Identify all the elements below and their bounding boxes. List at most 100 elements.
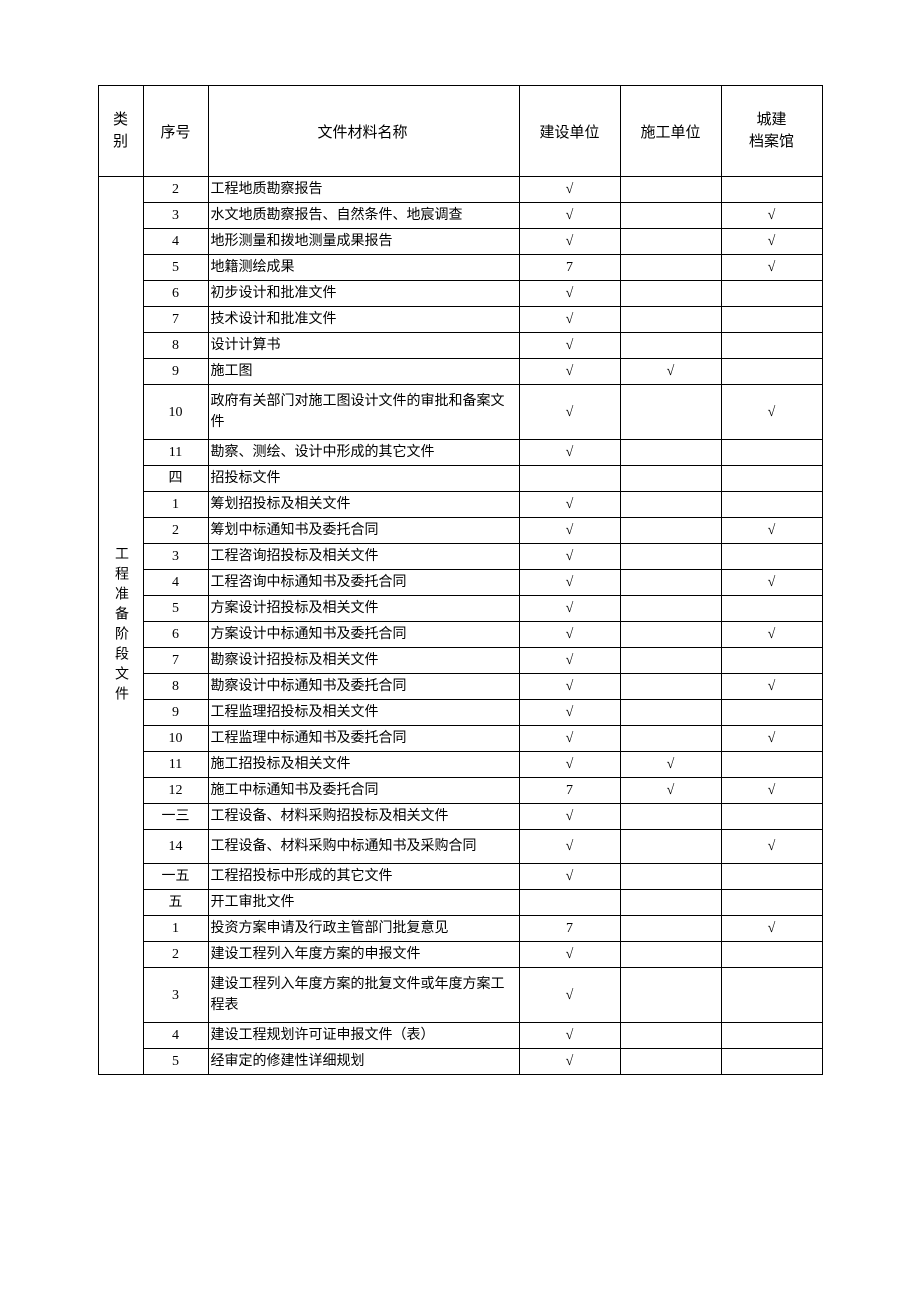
check-cell bbox=[620, 333, 721, 359]
check-cell: √ bbox=[519, 229, 620, 255]
check-cell: √ bbox=[721, 518, 822, 544]
seq-cell: 6 bbox=[143, 281, 208, 307]
check-cell bbox=[721, 942, 822, 968]
check-cell: √ bbox=[519, 968, 620, 1023]
document-table: 类别 序号 文件材料名称 建设单位 施工单位 城建档案馆 工程准备阶段文件2工程… bbox=[98, 85, 823, 1075]
check-cell: √ bbox=[519, 648, 620, 674]
check-cell: √ bbox=[519, 570, 620, 596]
seq-cell: 9 bbox=[143, 700, 208, 726]
header-unit3: 城建档案馆 bbox=[721, 86, 822, 177]
check-cell bbox=[721, 177, 822, 203]
name-cell: 技术设计和批准文件 bbox=[208, 307, 519, 333]
check-cell: √ bbox=[519, 281, 620, 307]
check-cell bbox=[721, 1023, 822, 1049]
seq-cell: 2 bbox=[143, 942, 208, 968]
check-cell: √ bbox=[721, 255, 822, 281]
check-cell: 7 bbox=[519, 916, 620, 942]
name-cell: 水文地质勘察报告、自然条件、地宸调查 bbox=[208, 203, 519, 229]
seq-cell: 3 bbox=[143, 544, 208, 570]
name-cell: 勘察、测绘、设计中形成的其它文件 bbox=[208, 440, 519, 466]
name-cell: 方案设计招投标及相关文件 bbox=[208, 596, 519, 622]
table-row: 4地形测量和拨地测量成果报告√√ bbox=[98, 229, 822, 255]
table-row: 14工程设备、材料采购中标通知书及采购合同√√ bbox=[98, 830, 822, 864]
table-row: 8设计计算书√ bbox=[98, 333, 822, 359]
check-cell: √ bbox=[620, 359, 721, 385]
table-row: 5地籍测绘成果7√ bbox=[98, 255, 822, 281]
check-cell bbox=[721, 968, 822, 1023]
table-row: 8勘察设计中标通知书及委托合同√√ bbox=[98, 674, 822, 700]
check-cell: √ bbox=[519, 385, 620, 440]
name-cell: 筹划招投标及相关文件 bbox=[208, 492, 519, 518]
check-cell bbox=[620, 385, 721, 440]
check-cell: √ bbox=[519, 518, 620, 544]
check-cell bbox=[620, 648, 721, 674]
check-cell bbox=[721, 359, 822, 385]
header-seq: 序号 bbox=[143, 86, 208, 177]
check-cell: √ bbox=[519, 359, 620, 385]
name-cell: 工程咨询招投标及相关文件 bbox=[208, 544, 519, 570]
name-cell: 投资方案申请及行政主管部门批复意见 bbox=[208, 916, 519, 942]
check-cell bbox=[620, 307, 721, 333]
seq-cell: 9 bbox=[143, 359, 208, 385]
header-category: 类别 bbox=[98, 86, 143, 177]
seq-cell: 4 bbox=[143, 229, 208, 255]
seq-cell: 6 bbox=[143, 622, 208, 648]
check-cell: √ bbox=[519, 596, 620, 622]
seq-cell: 1 bbox=[143, 492, 208, 518]
table-row: 3建设工程列入年度方案的批复文件或年度方案工程表√ bbox=[98, 968, 822, 1023]
name-cell: 勘察设计中标通知书及委托合同 bbox=[208, 674, 519, 700]
seq-cell: 一五 bbox=[143, 864, 208, 890]
check-cell bbox=[721, 596, 822, 622]
table-row: 9工程监理招投标及相关文件√ bbox=[98, 700, 822, 726]
check-cell: √ bbox=[721, 830, 822, 864]
check-cell: √ bbox=[721, 229, 822, 255]
table-row: 3工程咨询招投标及相关文件√ bbox=[98, 544, 822, 570]
seq-cell: 1 bbox=[143, 916, 208, 942]
name-cell: 筹划中标通知书及委托合同 bbox=[208, 518, 519, 544]
seq-cell: 2 bbox=[143, 177, 208, 203]
check-cell bbox=[620, 440, 721, 466]
name-cell: 招投标文件 bbox=[208, 466, 519, 492]
table-row: 一五工程招投标中形成的其它文件√ bbox=[98, 864, 822, 890]
check-cell: √ bbox=[519, 333, 620, 359]
table-row: 10工程监理中标通知书及委托合同√√ bbox=[98, 726, 822, 752]
header-unit2: 施工单位 bbox=[620, 86, 721, 177]
seq-cell: 5 bbox=[143, 1049, 208, 1075]
name-cell: 工程设备、材料采购中标通知书及采购合同 bbox=[208, 830, 519, 864]
seq-cell: 7 bbox=[143, 307, 208, 333]
name-cell: 建设工程列入年度方案的申报文件 bbox=[208, 942, 519, 968]
table-row: 2建设工程列入年度方案的申报文件√ bbox=[98, 942, 822, 968]
check-cell bbox=[620, 674, 721, 700]
check-cell bbox=[620, 830, 721, 864]
seq-cell: 5 bbox=[143, 596, 208, 622]
name-cell: 方案设计中标通知书及委托合同 bbox=[208, 622, 519, 648]
name-cell: 初步设计和批准文件 bbox=[208, 281, 519, 307]
seq-cell: 11 bbox=[143, 752, 208, 778]
check-cell bbox=[620, 864, 721, 890]
name-cell: 建设工程规划许可证申报文件（表） bbox=[208, 1023, 519, 1049]
name-cell: 工程监理招投标及相关文件 bbox=[208, 700, 519, 726]
check-cell: √ bbox=[519, 942, 620, 968]
check-cell bbox=[620, 518, 721, 544]
check-cell bbox=[620, 570, 721, 596]
table-row: 2筹划中标通知书及委托合同√√ bbox=[98, 518, 822, 544]
table-row: 4工程咨询中标通知书及委托合同√√ bbox=[98, 570, 822, 596]
name-cell: 勘察设计招投标及相关文件 bbox=[208, 648, 519, 674]
check-cell bbox=[620, 177, 721, 203]
seq-cell: 2 bbox=[143, 518, 208, 544]
check-cell bbox=[620, 726, 721, 752]
name-cell: 施工图 bbox=[208, 359, 519, 385]
check-cell: 7 bbox=[519, 255, 620, 281]
check-cell bbox=[620, 492, 721, 518]
check-cell: √ bbox=[519, 864, 620, 890]
seq-cell: 8 bbox=[143, 674, 208, 700]
check-cell bbox=[620, 596, 721, 622]
check-cell bbox=[721, 466, 822, 492]
check-cell: 7 bbox=[519, 778, 620, 804]
check-cell bbox=[620, 1049, 721, 1075]
check-cell: √ bbox=[519, 804, 620, 830]
seq-cell: 10 bbox=[143, 726, 208, 752]
name-cell: 建设工程列入年度方案的批复文件或年度方案工程表 bbox=[208, 968, 519, 1023]
check-cell: √ bbox=[721, 622, 822, 648]
seq-cell: 3 bbox=[143, 968, 208, 1023]
